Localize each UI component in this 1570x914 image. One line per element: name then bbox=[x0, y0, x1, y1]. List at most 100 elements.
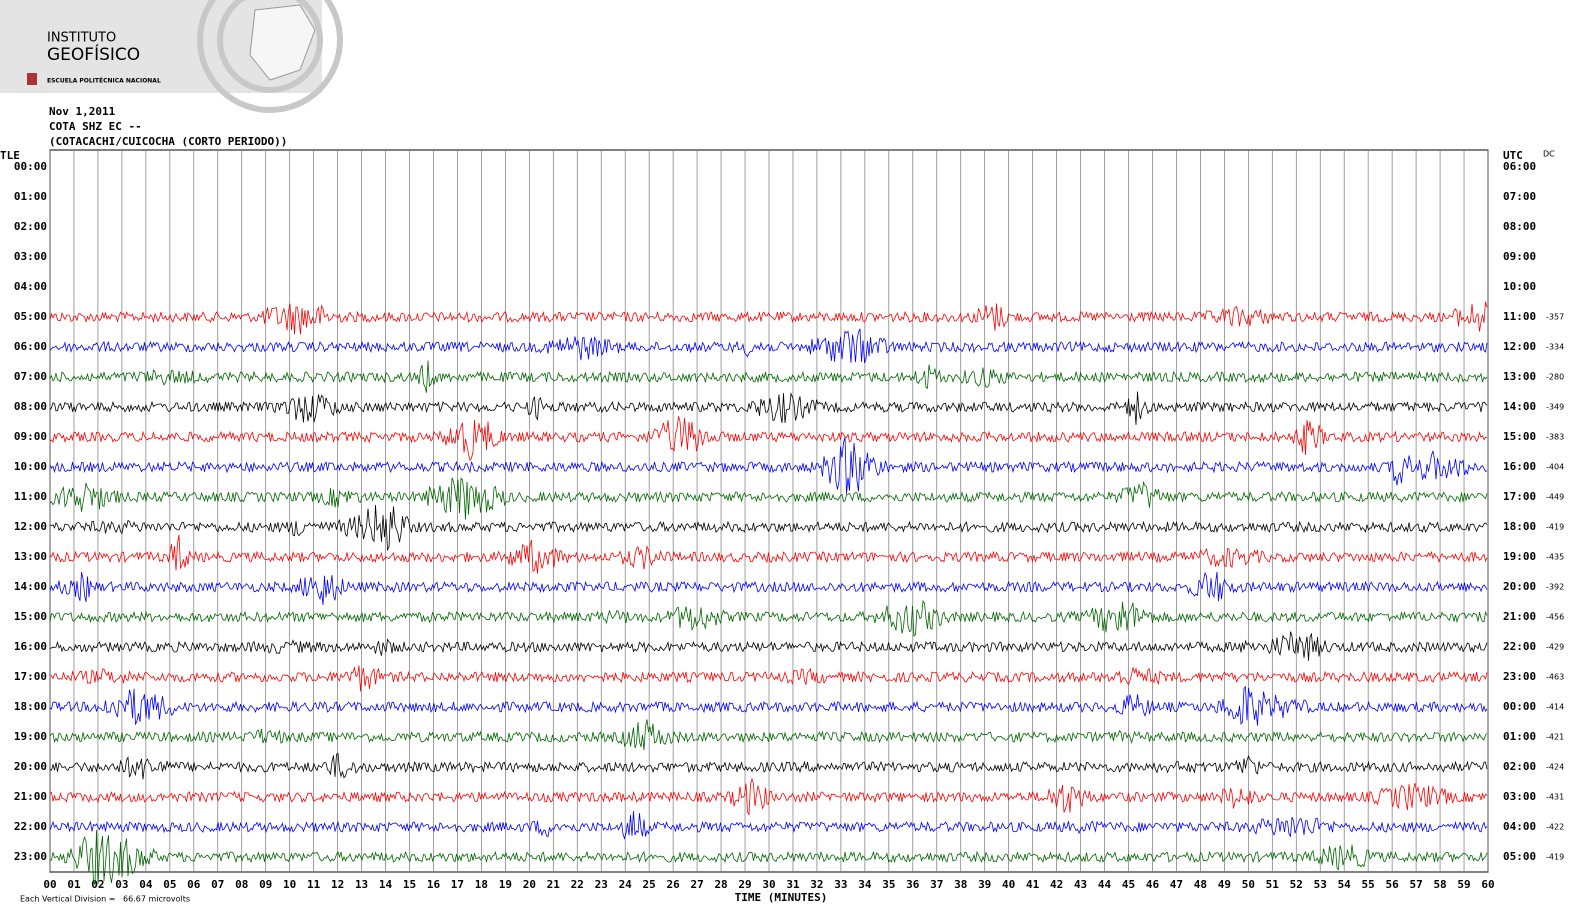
right-label: 11:00 bbox=[1503, 310, 1536, 323]
right-label: 13:00 bbox=[1503, 370, 1536, 383]
right-label: 15:00 bbox=[1503, 430, 1536, 443]
offset-label: -422 bbox=[1546, 823, 1564, 832]
x-tick-label: 08 bbox=[235, 878, 248, 891]
right-label: 12:00 bbox=[1503, 340, 1536, 353]
x-tick-label: 31 bbox=[786, 878, 800, 891]
offset-label: -431 bbox=[1546, 793, 1564, 802]
logo-shield bbox=[27, 73, 37, 85]
x-tick-label: 59 bbox=[1457, 878, 1470, 891]
logo: INSTITUTO GEOFÍSICO ESCUELA POLITÉCNICA … bbox=[0, 0, 343, 113]
x-tick-label: 33 bbox=[834, 878, 847, 891]
dc-label: DC bbox=[1543, 150, 1555, 159]
left-label: 01:00 bbox=[14, 190, 47, 203]
x-tick-label: 43 bbox=[1074, 878, 1087, 891]
left-label: 18:00 bbox=[14, 700, 47, 713]
x-tick-label: 20 bbox=[523, 878, 536, 891]
left-label: 03:00 bbox=[14, 250, 47, 263]
offset-label: -383 bbox=[1546, 433, 1564, 442]
x-tick-label: 17 bbox=[451, 878, 464, 891]
x-tick-label: 34 bbox=[858, 878, 872, 891]
right-label: 01:00 bbox=[1503, 730, 1536, 743]
left-label: 20:00 bbox=[14, 760, 47, 773]
offset-label: -424 bbox=[1546, 763, 1564, 772]
offset-label: -419 bbox=[1546, 853, 1564, 862]
logo-text: GEOFÍSICO bbox=[47, 43, 140, 65]
x-tick-label: 00 bbox=[43, 878, 56, 891]
x-tick-label: 04 bbox=[139, 878, 153, 891]
trace bbox=[49, 777, 1488, 816]
x-tick-label: 03 bbox=[115, 878, 128, 891]
left-label: 23:00 bbox=[14, 850, 47, 863]
x-tick-label: 05 bbox=[163, 878, 176, 891]
left-label: 09:00 bbox=[14, 430, 47, 443]
trace bbox=[49, 360, 1488, 393]
trace bbox=[49, 436, 1488, 494]
trace bbox=[49, 685, 1488, 726]
left-label: 13:00 bbox=[14, 550, 47, 563]
x-tick-label: 19 bbox=[499, 878, 512, 891]
x-tick-label: 07 bbox=[211, 878, 224, 891]
left-label: 07:00 bbox=[14, 370, 47, 383]
x-tick-label: 37 bbox=[930, 878, 943, 891]
right-label: 00:00 bbox=[1503, 700, 1536, 713]
x-tick-label: 48 bbox=[1194, 878, 1207, 891]
right-label: 03:00 bbox=[1503, 790, 1536, 803]
x-tick-label: 27 bbox=[690, 878, 703, 891]
x-tick-label: 38 bbox=[954, 878, 967, 891]
right-label: 09:00 bbox=[1503, 250, 1536, 263]
offset-label: -280 bbox=[1546, 373, 1564, 382]
trace bbox=[49, 571, 1488, 605]
x-tick-label: 28 bbox=[714, 878, 727, 891]
x-tick-label: 35 bbox=[882, 878, 895, 891]
x-tick-label: 21 bbox=[547, 878, 561, 891]
right-label: 21:00 bbox=[1503, 610, 1536, 623]
right-label: 08:00 bbox=[1503, 220, 1536, 233]
left-label: 02:00 bbox=[14, 220, 47, 233]
offset-label: -404 bbox=[1546, 463, 1564, 472]
offset-label: -463 bbox=[1546, 673, 1564, 682]
left-label: 21:00 bbox=[14, 790, 47, 803]
offset-label: -357 bbox=[1546, 313, 1564, 322]
x-tick-label: 58 bbox=[1433, 878, 1446, 891]
x-tick-label: 32 bbox=[810, 878, 823, 891]
left-axis-title: TLE bbox=[0, 149, 20, 162]
x-tick-label: 40 bbox=[1002, 878, 1015, 891]
logo-text: ESCUELA POLITÉCNICA NACIONAL bbox=[47, 77, 161, 85]
left-label: 11:00 bbox=[14, 490, 47, 503]
offset-label: -334 bbox=[1546, 343, 1564, 352]
x-tick-label: 01 bbox=[67, 878, 81, 891]
left-label: 04:00 bbox=[14, 280, 47, 293]
trace bbox=[49, 391, 1488, 425]
x-tick-label: 54 bbox=[1338, 878, 1352, 891]
trace bbox=[49, 752, 1488, 780]
logo-ring bbox=[217, 0, 323, 93]
x-tick-label: 13 bbox=[355, 878, 368, 891]
trace bbox=[49, 301, 1488, 335]
trace bbox=[49, 719, 1488, 751]
offset-label: -421 bbox=[1546, 733, 1564, 742]
trace bbox=[49, 328, 1488, 364]
x-tick-label: 29 bbox=[738, 878, 751, 891]
right-label: 14:00 bbox=[1503, 400, 1536, 413]
x-tick-label: 18 bbox=[475, 878, 488, 891]
logo-map bbox=[249, 4, 316, 81]
left-label: 17:00 bbox=[14, 670, 47, 683]
x-tick-label: 11 bbox=[307, 878, 321, 891]
right-label: 22:00 bbox=[1503, 640, 1536, 653]
offset-label: -435 bbox=[1546, 553, 1564, 562]
x-tick-label: 10 bbox=[283, 878, 296, 891]
x-tick-label: 06 bbox=[187, 878, 201, 891]
trace bbox=[49, 631, 1488, 661]
x-axis-title: TIME (MINUTES) bbox=[735, 891, 828, 904]
x-tick-label: 12 bbox=[331, 878, 344, 891]
left-label: 22:00 bbox=[14, 820, 47, 833]
x-tick-label: 39 bbox=[978, 878, 991, 891]
left-label: 05:00 bbox=[14, 310, 47, 323]
left-label: 15:00 bbox=[14, 610, 47, 623]
station: COTA SHZ EC -- bbox=[49, 120, 142, 133]
trace bbox=[49, 534, 1488, 574]
left-label: 06:00 bbox=[14, 340, 47, 353]
x-tick-label: 44 bbox=[1098, 878, 1112, 891]
right-label: 16:00 bbox=[1503, 460, 1536, 473]
